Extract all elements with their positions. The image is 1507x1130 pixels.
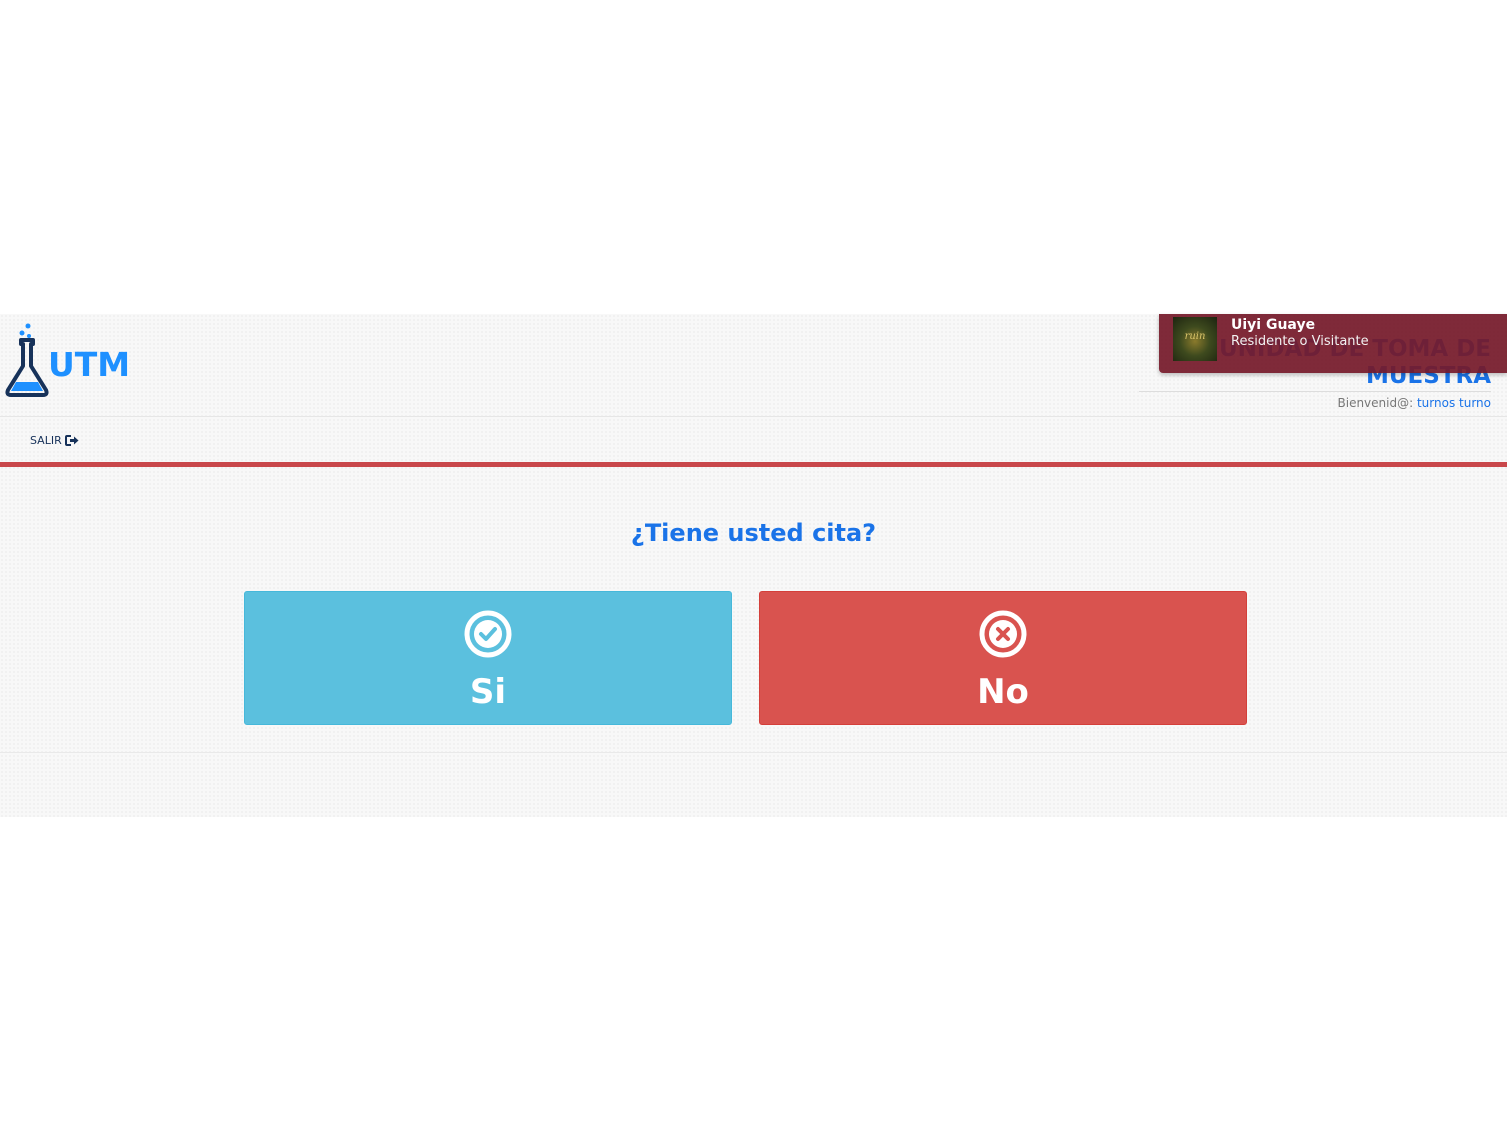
logo-text: UTM <box>48 345 131 384</box>
user-link[interactable]: turnos turno <box>1416 396 1491 410</box>
navbar: SALIR <box>0 417 1507 467</box>
logout-label: SALIR <box>30 434 62 447</box>
utm-logo[interactable]: UTM <box>2 322 142 398</box>
notification-subtitle: Residente o Visitante <box>1231 334 1369 349</box>
times-circle-icon <box>979 610 1027 658</box>
header-divider <box>1139 391 1491 392</box>
logout-link[interactable]: SALIR <box>30 434 79 447</box>
yes-label: Si <box>469 672 507 712</box>
notification-title: Uiyi Guaye <box>1231 317 1316 333</box>
question-heading: ¿Tiene usted cita? <box>630 519 877 547</box>
flask-icon <box>5 323 49 397</box>
notification-thumbnail-text: ruin <box>1184 331 1206 342</box>
no-button[interactable]: No <box>759 591 1247 725</box>
welcome-label: Bienvenid@: <box>1337 396 1414 410</box>
no-label: No <box>977 672 1029 712</box>
yes-button[interactable]: Si <box>244 591 732 725</box>
notification-thumbnail: ruin <box>1173 317 1217 361</box>
app-frame: UTM UNIDAD DE TOMA DE MUESTRA Bienvenid@… <box>0 314 1507 817</box>
sign-out-icon <box>64 435 79 446</box>
check-circle-icon <box>464 610 512 658</box>
content-divider <box>0 752 1507 753</box>
welcome-text: Bienvenid@: turnos turno <box>1338 396 1492 410</box>
header: UTM UNIDAD DE TOMA DE MUESTRA Bienvenid@… <box>0 314 1507 417</box>
notification-toast[interactable]: ruin Uiyi Guaye Residente o Visitante <box>1159 314 1507 373</box>
